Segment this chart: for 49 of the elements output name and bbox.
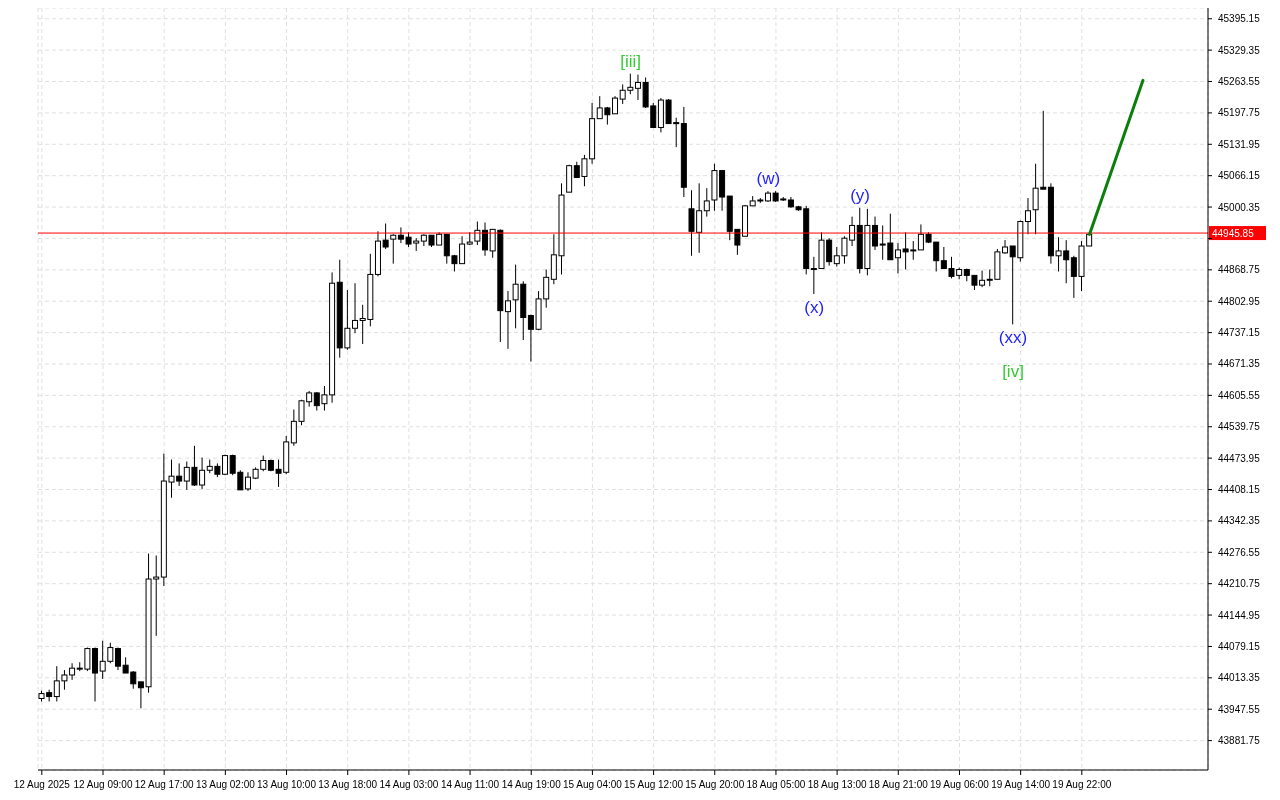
annotation: (w) bbox=[756, 169, 781, 189]
x-tick-label: 15 Aug 12:00 bbox=[624, 779, 684, 790]
y-tick-label: 44868.75 bbox=[1218, 264, 1261, 276]
x-tick-label: 14 Aug 03:00 bbox=[379, 779, 439, 790]
annotation: (x) bbox=[804, 297, 825, 317]
x-tick-label: 18 Aug 21:00 bbox=[868, 779, 929, 790]
x-tick-label: 13 Aug 10:00 bbox=[257, 779, 317, 790]
y-tick-label: 45329.35 bbox=[1218, 44, 1261, 56]
annotation: [iii] bbox=[620, 51, 642, 71]
x-tick-label: 15 Aug 04:00 bbox=[562, 779, 623, 790]
y-tick-label: 44144.95 bbox=[1218, 609, 1261, 621]
y-tick-label: 44539.75 bbox=[1218, 421, 1261, 433]
annotation: (xx) bbox=[998, 328, 1028, 348]
y-tick-label: 45000.35 bbox=[1218, 201, 1261, 213]
y-tick-label: 45131.95 bbox=[1218, 138, 1261, 150]
y-tick-label: 45066.15 bbox=[1218, 170, 1261, 182]
y-tick-label: 45395.15 bbox=[1218, 13, 1261, 25]
y-tick-label: 45197.75 bbox=[1218, 107, 1261, 119]
x-tick-label: 18 Aug 13:00 bbox=[807, 779, 868, 790]
y-tick-label: 44802.95 bbox=[1218, 295, 1261, 307]
y-tick-label: 44408.15 bbox=[1218, 484, 1261, 496]
y-tick-label: 44671.35 bbox=[1218, 358, 1261, 370]
y-tick-label: 44737.15 bbox=[1218, 327, 1261, 339]
y-tick-label: 44079.15 bbox=[1218, 640, 1261, 652]
x-tick-label: 18 Aug 05:00 bbox=[746, 779, 806, 790]
y-tick-label: 43947.55 bbox=[1218, 703, 1261, 715]
annotation: (y) bbox=[850, 185, 870, 205]
candlestick bbox=[1024, 197, 1031, 235]
y-tick-label: 44473.95 bbox=[1218, 452, 1261, 464]
x-tick-label: 19 Aug 14:00 bbox=[991, 779, 1051, 790]
x-tick-label: 19 Aug 06:00 bbox=[929, 779, 990, 790]
y-tick-label: 45263.55 bbox=[1218, 76, 1261, 88]
y-tick-label: 44342.35 bbox=[1218, 515, 1261, 527]
x-tick-label: 13 Aug 18:00 bbox=[318, 779, 378, 790]
y-tick-label: 44013.35 bbox=[1218, 672, 1261, 684]
x-tick-label: 12 Aug 17:00 bbox=[134, 779, 195, 790]
y-tick-label: 44605.55 bbox=[1218, 389, 1261, 401]
y-tick-label: 43881.75 bbox=[1218, 735, 1261, 747]
ref-line-label: 44945.85 bbox=[1212, 227, 1255, 239]
x-tick-label: 14 Aug 19:00 bbox=[501, 779, 562, 790]
x-tick-label: 15 Aug 20:00 bbox=[685, 779, 745, 790]
x-tick-label: 13 Aug 02:00 bbox=[195, 779, 256, 790]
y-tick-label: 44210.75 bbox=[1218, 578, 1261, 590]
x-tick-label: 19 Aug 22:00 bbox=[1052, 779, 1112, 790]
annotation: [iv] bbox=[1002, 362, 1024, 382]
y-tick-label: 44276.55 bbox=[1218, 546, 1261, 558]
x-tick-label: 12 Aug 2025 bbox=[13, 779, 71, 790]
x-tick-label: 12 Aug 09:00 bbox=[73, 779, 133, 790]
x-tick-label: 14 Aug 11:00 bbox=[440, 779, 500, 790]
